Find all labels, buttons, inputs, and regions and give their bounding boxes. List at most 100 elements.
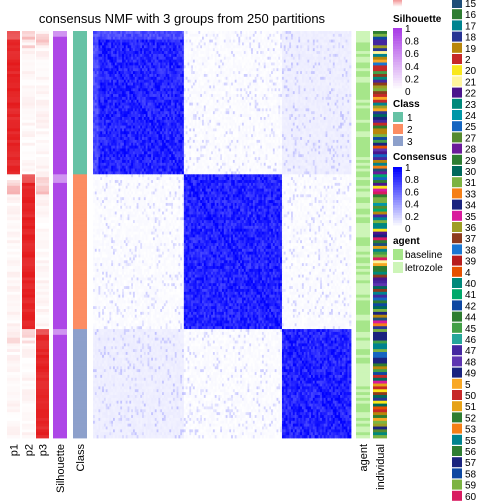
cell-p1 xyxy=(7,183,20,186)
cell-p1 xyxy=(7,349,20,352)
cell-class xyxy=(73,249,87,252)
cell-p2 xyxy=(22,183,35,186)
cell-p1 xyxy=(7,395,20,398)
cell-silhouette xyxy=(53,429,67,432)
cell-p3 xyxy=(36,341,49,344)
cell-class xyxy=(73,335,87,338)
cell-p1 xyxy=(7,435,20,438)
cell-p1 xyxy=(7,335,20,338)
cell-p2 xyxy=(22,192,35,195)
cell-p3 xyxy=(36,206,49,209)
cell-p1 xyxy=(7,341,20,344)
consensus-cell xyxy=(349,68,351,71)
cell-class xyxy=(73,209,87,212)
cell-p2 xyxy=(22,409,35,412)
cell-class xyxy=(73,320,87,323)
cell-class xyxy=(73,169,87,172)
cell-p3 xyxy=(36,398,49,401)
cell-p2 xyxy=(22,189,35,192)
cell-silhouette xyxy=(53,48,67,51)
cell-p2 xyxy=(22,277,35,280)
cell-p3 xyxy=(36,200,49,203)
cell-p3 xyxy=(36,128,49,131)
cell-silhouette xyxy=(53,280,67,283)
cell-class xyxy=(73,166,87,169)
cell-silhouette xyxy=(53,74,67,77)
cell-class xyxy=(73,237,87,240)
cell-p1 xyxy=(7,60,20,63)
cell-class xyxy=(73,318,87,321)
cell-class xyxy=(73,358,87,361)
cell-p2 xyxy=(22,395,35,398)
cell-p1 xyxy=(7,355,20,358)
cell-p1 xyxy=(7,117,20,120)
cell-silhouette xyxy=(53,206,67,209)
cell-p3 xyxy=(36,355,49,358)
cell-p2 xyxy=(22,114,35,117)
cell-p1 xyxy=(7,94,20,97)
cell-p2 xyxy=(22,126,35,129)
cell-p3 xyxy=(36,404,49,407)
cell-class xyxy=(73,246,87,249)
cell-p3 xyxy=(36,137,49,140)
cell-p1 xyxy=(7,404,20,407)
cell-p3 xyxy=(36,177,49,180)
cell-p1 xyxy=(7,123,20,126)
cell-p3 xyxy=(36,169,49,172)
cell-p3 xyxy=(36,134,49,137)
cell-p1 xyxy=(7,277,20,280)
consensus-cell xyxy=(349,34,351,37)
cell-class xyxy=(73,275,87,278)
cell-p2 xyxy=(22,346,35,349)
cell-silhouette xyxy=(53,260,67,263)
cell-silhouette xyxy=(53,85,67,88)
cell-p1 xyxy=(7,389,20,392)
cell-p1 xyxy=(7,381,20,384)
cell-p2 xyxy=(22,68,35,71)
cell-class xyxy=(73,31,87,34)
cell-silhouette xyxy=(53,312,67,315)
cell-p2 xyxy=(22,309,35,312)
cell-class xyxy=(73,42,87,45)
consensus-cell xyxy=(349,103,351,106)
cell-p3 xyxy=(36,65,49,68)
cell-p1 xyxy=(7,169,20,172)
cell-p2 xyxy=(22,157,35,160)
cell-silhouette xyxy=(53,57,67,60)
cell-class xyxy=(73,369,87,372)
cell-p1 xyxy=(7,406,20,409)
cell-p2 xyxy=(22,174,35,177)
cell-p2 xyxy=(22,203,35,206)
cell-class xyxy=(73,323,87,326)
cell-p2 xyxy=(22,65,35,68)
consensus-cell xyxy=(349,80,351,83)
cell-silhouette xyxy=(53,203,67,206)
cell-p2 xyxy=(22,429,35,432)
cell-silhouette xyxy=(53,329,67,332)
cell-p2 xyxy=(22,154,35,157)
cell-silhouette xyxy=(53,128,67,131)
cell-p3 xyxy=(36,71,49,74)
cell-p1 xyxy=(7,338,20,341)
cell-p2 xyxy=(22,111,35,114)
cell-p3 xyxy=(36,263,49,266)
cell-p1 xyxy=(7,257,20,260)
consensus-cell xyxy=(349,97,351,100)
cell-class xyxy=(73,157,87,160)
cell-silhouette xyxy=(53,169,67,172)
cell-class xyxy=(73,212,87,215)
cell-p2 xyxy=(22,37,35,40)
consensus-cell xyxy=(349,42,351,45)
cell-p3 xyxy=(36,126,49,129)
cell-silhouette xyxy=(53,45,67,48)
cell-p2 xyxy=(22,120,35,123)
cell-silhouette xyxy=(53,366,67,369)
cell-silhouette xyxy=(53,352,67,355)
cell-class xyxy=(73,384,87,387)
cell-p1 xyxy=(7,418,20,421)
cell-p1 xyxy=(7,120,20,123)
cell-class xyxy=(73,392,87,395)
cell-silhouette xyxy=(53,341,67,344)
cell-p3 xyxy=(36,298,49,301)
cell-p3 xyxy=(36,392,49,395)
